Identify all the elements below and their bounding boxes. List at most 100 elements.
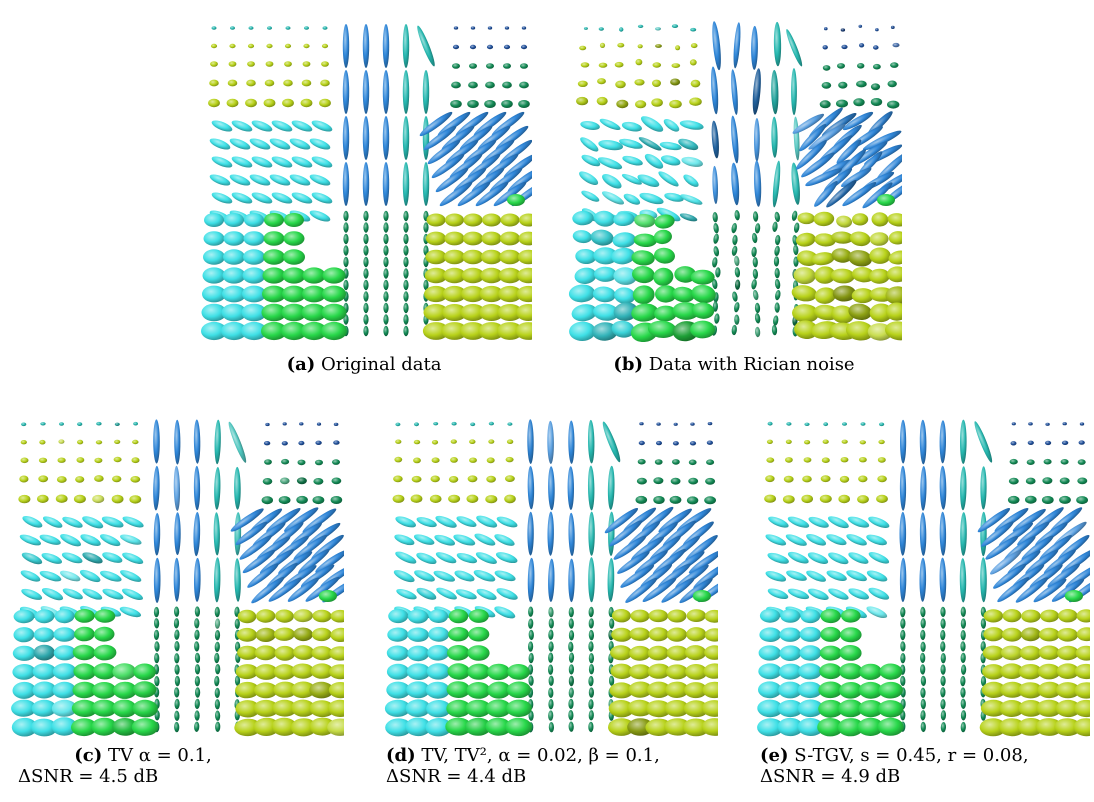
ellipsoid-glyph <box>634 550 668 575</box>
ellipsoid-glyph <box>287 577 320 602</box>
ellipsoid-glyph <box>597 78 606 85</box>
ellipsoid-glyph <box>669 495 682 504</box>
ellipsoid-glyph <box>587 465 595 511</box>
ellipsoid-glyph <box>887 100 900 109</box>
ellipsoid-glyph <box>473 570 496 582</box>
ellipsoid-glyph <box>423 222 429 233</box>
ellipsoid-glyph <box>814 266 836 284</box>
ellipsoid-glyph <box>214 641 220 653</box>
ellipsoid-glyph <box>485 717 512 736</box>
panel-c <box>6 402 344 740</box>
ellipsoid-glyph <box>291 156 313 168</box>
ellipsoid-glyph <box>244 213 264 227</box>
ellipsoid-glyph <box>807 552 829 564</box>
ellipsoid-glyph <box>468 626 490 642</box>
ellipsoid-glyph <box>772 160 781 208</box>
ellipsoid-glyph <box>1000 645 1023 661</box>
ellipsoid-glyph <box>619 27 624 32</box>
ellipsoid-glyph <box>450 439 457 444</box>
ellipsoid-glyph <box>59 422 64 426</box>
ellipsoid-glyph <box>858 475 868 483</box>
ellipsoid-glyph <box>282 285 306 303</box>
ellipsoid-glyph <box>1078 440 1085 445</box>
ellipsoid-glyph <box>997 577 1030 603</box>
ellipsoid-glyph <box>1009 458 1018 465</box>
ellipsoid-glyph <box>281 441 288 446</box>
ellipsoid-glyph <box>877 457 886 463</box>
ellipsoid-glyph <box>241 303 267 322</box>
ellipsoid-glyph <box>1008 477 1019 485</box>
ellipsoid-glyph <box>54 608 75 624</box>
ellipsoid-glyph <box>293 627 313 642</box>
ellipsoid-glyph <box>920 629 926 641</box>
ellipsoid-glyph <box>487 26 493 30</box>
ellipsoid-glyph <box>869 268 890 284</box>
ellipsoid-glyph <box>773 315 779 326</box>
ellipsoid-glyph <box>282 98 294 108</box>
ellipsoid-glyph <box>920 698 926 710</box>
ellipsoid-glyph <box>848 552 869 564</box>
ellipsoid-glyph <box>1017 717 1044 736</box>
ellipsoid-glyph <box>752 68 761 115</box>
ellipsoid-glyph <box>1045 422 1050 426</box>
ellipsoid-glyph <box>242 285 266 303</box>
ellipsoid-glyph <box>569 321 596 342</box>
ellipsoid-glyph <box>431 457 440 463</box>
ellipsoid-glyph <box>413 534 435 545</box>
ellipsoid-glyph <box>684 682 708 699</box>
ellipsoid-glyph <box>505 456 514 463</box>
ellipsoid-glyph <box>422 162 430 206</box>
ellipsoid-glyph <box>450 457 458 463</box>
ellipsoid-glyph <box>791 285 817 302</box>
ellipsoid-glyph <box>231 192 253 204</box>
ellipsoid-glyph <box>849 231 871 247</box>
ellipsoid-glyph <box>960 698 966 709</box>
ellipsoid-glyph <box>704 496 716 505</box>
ellipsoid-glyph <box>416 587 437 600</box>
ellipsoid-glyph <box>656 422 661 426</box>
ellipsoid-glyph <box>406 663 431 681</box>
ellipsoid-glyph <box>363 268 369 279</box>
ellipsoid-glyph <box>237 609 257 624</box>
ellipsoid-glyph <box>71 718 98 737</box>
ellipsoid-glyph <box>93 626 115 642</box>
ellipsoid-glyph <box>1021 535 1054 561</box>
ellipsoid-glyph <box>547 420 554 464</box>
ellipsoid-glyph <box>799 123 827 152</box>
ellipsoid-glyph <box>407 645 430 662</box>
ellipsoid-glyph <box>133 663 156 681</box>
ellipsoid-glyph <box>528 710 534 721</box>
ellipsoid-glyph <box>612 232 636 248</box>
ellipsoid-glyph <box>653 229 672 245</box>
ellipsoid-glyph <box>475 181 509 207</box>
ellipsoid-glyph <box>459 322 487 340</box>
ellipsoid-glyph <box>394 534 415 546</box>
ellipsoid-glyph <box>419 111 453 137</box>
ellipsoid-glyph <box>470 26 476 30</box>
ellipsoid-glyph <box>403 233 409 245</box>
ellipsoid-glyph <box>34 609 55 624</box>
ellipsoid-glyph <box>920 652 926 664</box>
ellipsoid-glyph <box>752 211 759 222</box>
ellipsoid-glyph <box>940 606 946 618</box>
ellipsoid-glyph <box>877 475 887 483</box>
ellipsoid-glyph <box>77 422 83 426</box>
ellipsoid-glyph <box>382 70 390 114</box>
ellipsoid-glyph <box>488 421 494 426</box>
ellipsoid-glyph <box>734 255 740 267</box>
ellipsoid-glyph <box>93 644 117 661</box>
ellipsoid-glyph <box>808 124 846 150</box>
ellipsoid-glyph <box>628 681 653 698</box>
ellipsoid-glyph <box>659 141 682 151</box>
ellipsoid-glyph <box>801 494 813 504</box>
ellipsoid-glyph <box>517 267 532 284</box>
ellipsoid-glyph <box>811 252 835 266</box>
ellipsoid-glyph <box>291 699 316 717</box>
ellipsoid-glyph <box>416 517 437 528</box>
ellipsoid-glyph <box>394 456 403 463</box>
ellipsoid-glyph <box>331 477 342 485</box>
ellipsoid-glyph <box>37 494 49 503</box>
ellipsoid-glyph <box>210 43 218 49</box>
ellipsoid-glyph <box>1057 627 1078 642</box>
ellipsoid-glyph <box>940 687 946 698</box>
